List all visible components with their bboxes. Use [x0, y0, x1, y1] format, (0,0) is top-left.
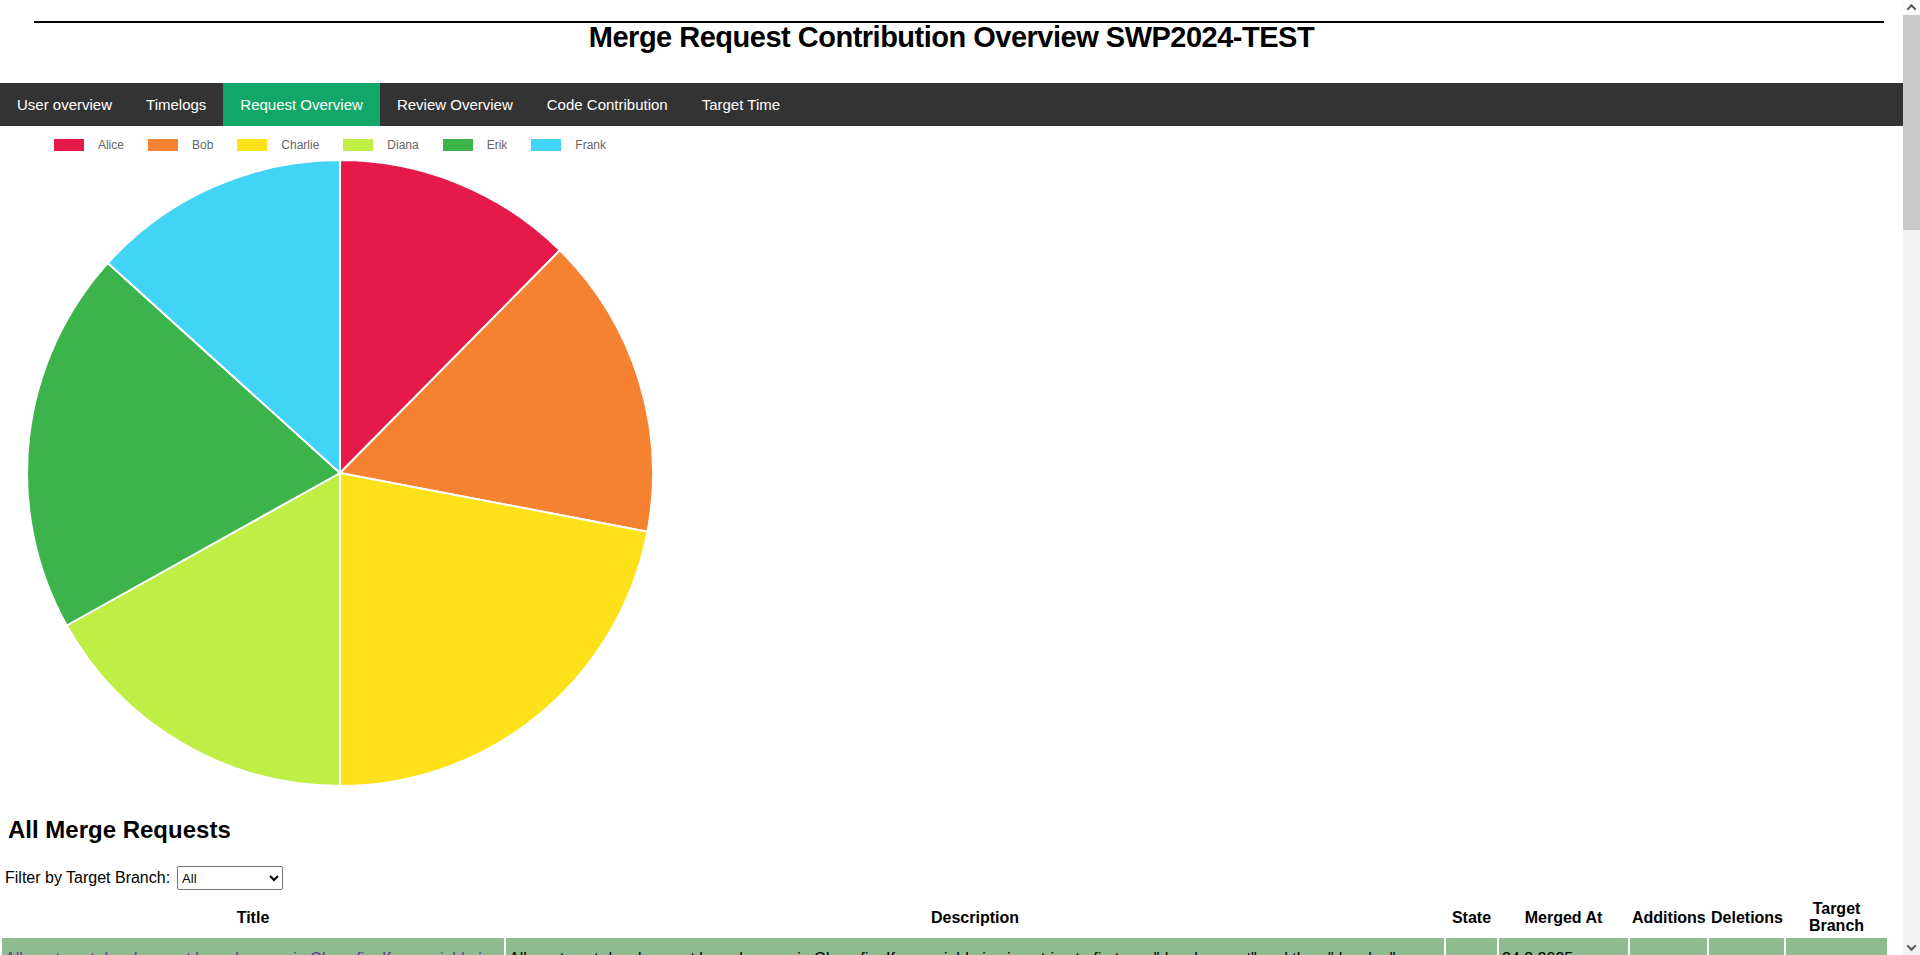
table-body: Allows to set development branch name in… — [2, 938, 1887, 955]
legend-label-frank: Frank — [575, 138, 606, 152]
filter-label: Filter by Target Branch: — [5, 869, 170, 887]
pie-chart[interactable] — [25, 158, 655, 788]
legend-swatch-diana — [343, 139, 373, 151]
merge-request-link[interactable]: Allows to set development branch name in… — [5, 950, 490, 955]
column-header-description: Description — [506, 898, 1444, 936]
legend-label-diana: Diana — [387, 138, 418, 152]
column-header-target-branch: Target Branch — [1786, 898, 1887, 936]
legend-swatch-bob — [148, 139, 178, 151]
nav-bar: User overviewTimelogsRequest OverviewRev… — [0, 83, 1903, 126]
legend-swatch-charlie — [237, 139, 267, 151]
legend-item-charlie[interactable]: Charlie — [237, 138, 319, 152]
legend-swatch-alice — [54, 139, 84, 151]
column-header-deletions: Deletions — [1709, 898, 1784, 936]
cell-merged-at: 24.3.2025, 09:27:23 — [1499, 938, 1628, 955]
legend-item-diana[interactable]: Diana — [343, 138, 418, 152]
filter-row: Filter by Target Branch: All — [5, 866, 1903, 890]
scroll-down-button[interactable] — [1903, 940, 1920, 955]
legend-item-alice[interactable]: Alice — [54, 138, 124, 152]
cell-target-branch: development — [1786, 938, 1887, 955]
chevron-up-icon — [1907, 4, 1917, 14]
legend-swatch-erik — [443, 139, 473, 151]
tab-request-overview[interactable]: Request Overview — [223, 83, 380, 126]
chart-legend: Alice Bob Charlie Diana Erik Frank — [0, 137, 660, 152]
cell-title: Allows to set development branch name in… — [2, 938, 504, 955]
table-header-row: TitleDescriptionStateMerged AtAdditionsD… — [2, 898, 1887, 936]
table-row: Allows to set development branch name in… — [2, 938, 1887, 955]
column-header-state: State — [1446, 898, 1497, 936]
tab-review-overview[interactable]: Review Overview — [380, 83, 530, 126]
legend-item-erik[interactable]: Erik — [443, 138, 508, 152]
cell-state: merged — [1446, 938, 1497, 955]
vertical-scrollbar[interactable] — [1903, 0, 1920, 955]
cell-deletions: 9 — [1709, 938, 1784, 955]
scroll-up-button[interactable] — [1903, 0, 1920, 15]
target-branch-filter[interactable]: All — [177, 866, 283, 890]
legend-item-bob[interactable]: Bob — [148, 138, 213, 152]
legend-label-erik: Erik — [487, 138, 508, 152]
section-heading: All Merge Requests — [8, 816, 1903, 844]
legend-label-alice: Alice — [98, 138, 124, 152]
chevron-down-icon — [1907, 941, 1917, 951]
column-header-additions: Additions — [1630, 898, 1707, 936]
legend-swatch-frank — [531, 139, 561, 151]
chart-area: Alice Bob Charlie Diana Erik Frank — [0, 137, 660, 788]
column-header-merged-at: Merged At — [1499, 898, 1628, 936]
tab-timelogs[interactable]: Timelogs — [129, 83, 223, 126]
scrollbar-thumb[interactable] — [1903, 15, 1920, 230]
merge-requests-table: TitleDescriptionStateMerged AtAdditionsD… — [0, 896, 1889, 955]
page-title: Merge Request Contribution Overview SWP2… — [0, 21, 1903, 53]
column-header-title: Title — [2, 898, 504, 936]
tab-target-time[interactable]: Target Time — [685, 83, 797, 126]
legend-item-frank[interactable]: Frank — [531, 138, 606, 152]
legend-label-bob: Bob — [192, 138, 213, 152]
tab-user-overview[interactable]: User overview — [0, 83, 129, 126]
cell-description: Allows to set development branch name in… — [506, 938, 1444, 955]
tab-code-contribution[interactable]: Code Contribution — [530, 83, 685, 126]
window-top-edge — [34, 21, 1884, 23]
cell-additions: 84 — [1630, 938, 1707, 955]
legend-label-charlie: Charlie — [281, 138, 319, 152]
page: Merge Request Contribution Overview SWP2… — [0, 21, 1903, 955]
